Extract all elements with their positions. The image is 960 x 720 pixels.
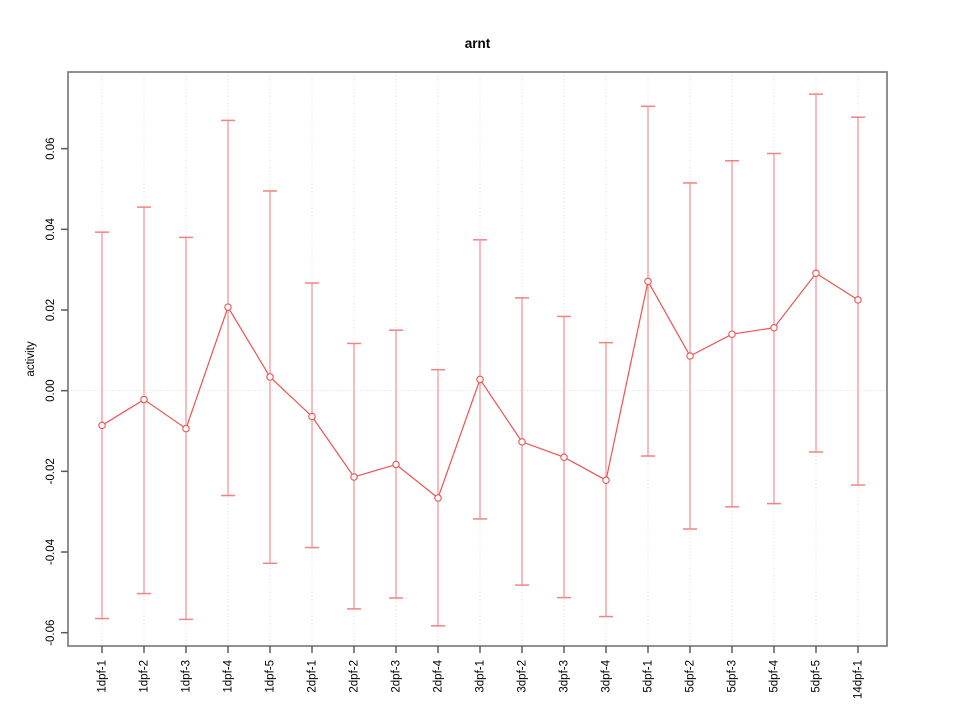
x-tick-label: 2dpf-2 — [349, 660, 361, 693]
x-tick-label: 14dpf-1 — [853, 660, 865, 699]
chart-title: arnt — [464, 36, 491, 51]
y-tick-label: 0.02 — [45, 299, 57, 321]
x-tick-label: 3dpf-3 — [559, 660, 571, 693]
x-tick-label: 1dpf-5 — [265, 660, 277, 693]
x-tick-label: 2dpf-1 — [307, 660, 319, 693]
y-tick-label: -0.02 — [45, 458, 57, 484]
x-tick-label: 3dpf-4 — [601, 659, 613, 692]
x-tick-label: 5dpf-2 — [685, 660, 697, 693]
x-tick-label: 3dpf-2 — [517, 660, 529, 693]
y-tick-label: -0.06 — [45, 620, 57, 646]
x-tick-label: 5dpf-4 — [769, 659, 781, 692]
x-tick-label: 2dpf-3 — [391, 660, 403, 693]
x-axis-ticks: 1dpf-1 1dpf-2 1dpf-3 1dpf-4 1dpf-5 2dpf-1 2dpf… — [97, 646, 865, 699]
y-tick-label: 0.00 — [45, 379, 57, 401]
error-bars — [95, 93, 865, 627]
x-tick-label: 1dpf-3 — [181, 660, 193, 693]
plot-frame — [67, 71, 888, 647]
y-tick-label: -0.04 — [45, 538, 57, 565]
x-tick-label: 1dpf-4 — [223, 659, 235, 692]
x-tick-label: 3dpf-1 — [475, 660, 487, 693]
x-tick-label: 5dpf-5 — [811, 660, 823, 693]
x-tick-label: 1dpf-2 — [139, 660, 151, 693]
x-tick-label: 2dpf-4 — [433, 659, 445, 692]
data-points — [98, 269, 862, 502]
y-tick-label: 0.06 — [45, 137, 57, 159]
y-tick-label: 0.04 — [45, 218, 57, 241]
x-tick-label: 5dpf-3 — [727, 660, 739, 693]
y-axis-ticks: -0.06 -0.04 -0.02 0.00 0.02 0.04 0.06 — [45, 137, 68, 646]
x-tick-label: 1dpf-1 — [97, 660, 109, 693]
x-tick-label: 5dpf-1 — [643, 660, 655, 693]
